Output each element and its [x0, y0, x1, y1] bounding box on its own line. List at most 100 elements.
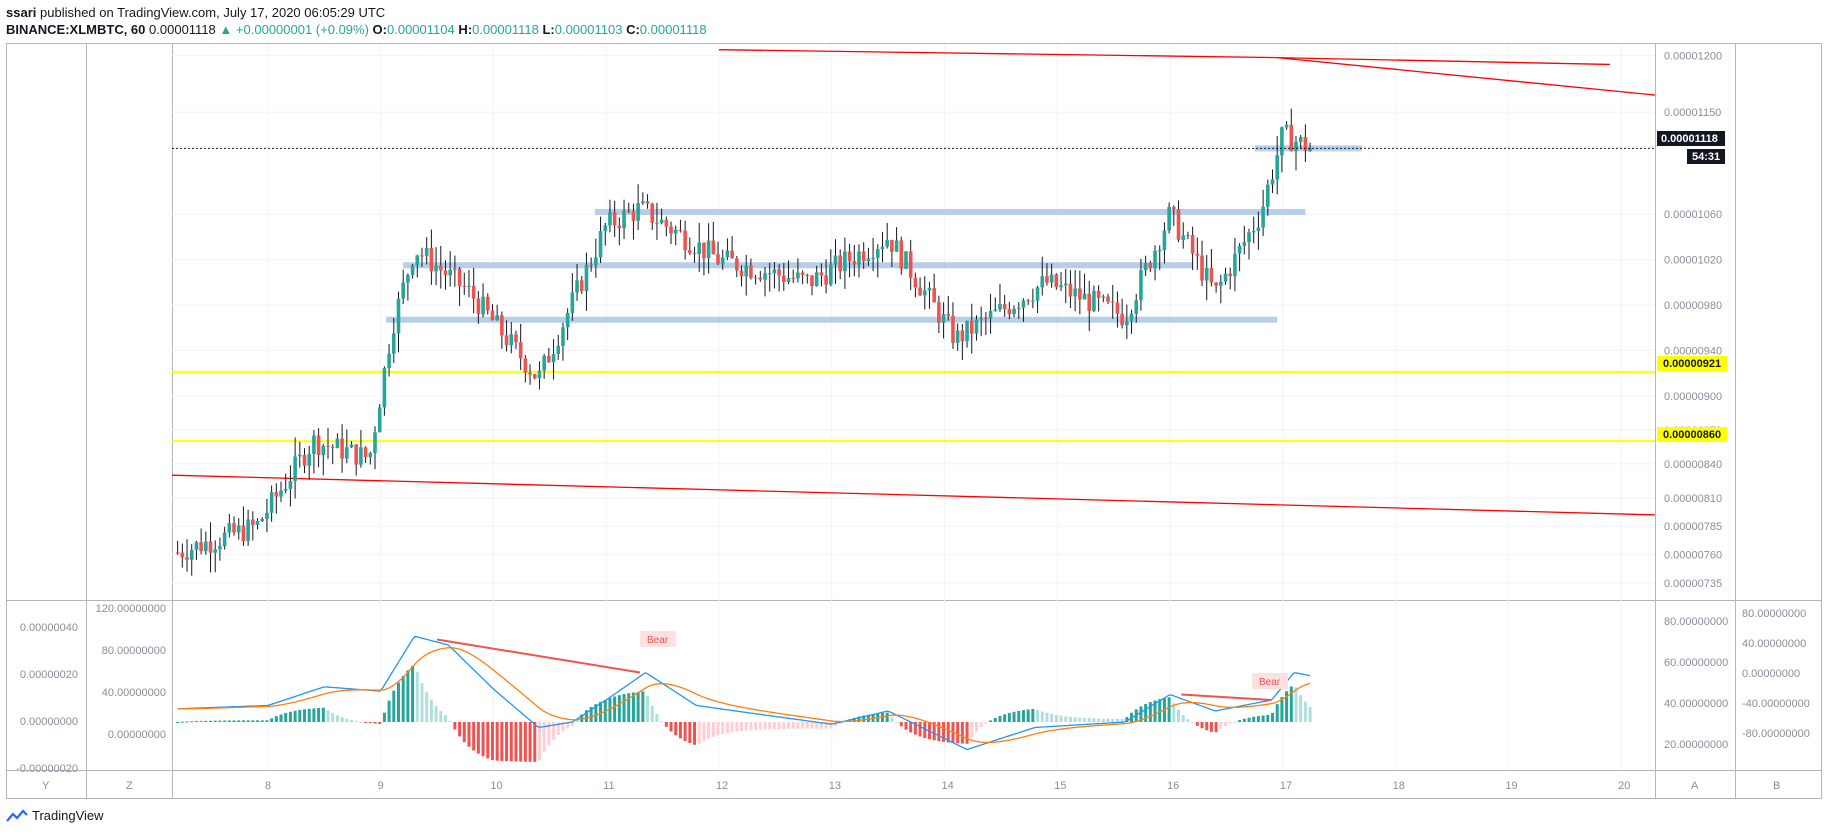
histogram-bar: [1115, 718, 1119, 722]
symbol-legend: BINANCE:XLMBTC, 60 0.00001118 ▲ +0.00000…: [6, 22, 707, 37]
candle-body: [1087, 293, 1092, 312]
candle-body: [1153, 250, 1157, 269]
indicator-tick-label: 20.00000000: [1664, 739, 1728, 751]
time-tick-label: 15: [1054, 780, 1066, 792]
candle-body: [547, 355, 551, 363]
candle-body: [1162, 230, 1167, 251]
candle-body: [922, 290, 927, 296]
candle-body: [387, 353, 391, 369]
candle-body: [669, 226, 673, 234]
candle-body: [641, 201, 645, 204]
histogram-bar: [566, 722, 570, 729]
candle-body: [429, 247, 434, 272]
histogram-bar: [1125, 717, 1129, 722]
candle-body: [626, 210, 631, 212]
candle-body: [965, 320, 969, 342]
candle-body: [697, 242, 702, 255]
histogram-bar: [697, 722, 701, 744]
candle-body: [509, 334, 514, 346]
histogram-bar: [979, 722, 983, 728]
candle-body: [960, 330, 965, 342]
price-tick-label: 0.00000980: [1664, 300, 1722, 312]
candle-body: [1115, 302, 1120, 314]
candle-body: [1148, 262, 1153, 269]
histogram-bar: [406, 670, 410, 722]
histogram-bar: [1120, 718, 1124, 722]
candle-body: [1082, 293, 1087, 300]
candle-body: [575, 280, 579, 293]
histogram-bar: [740, 722, 744, 732]
histogram-bar: [185, 721, 189, 723]
candle-body: [847, 251, 852, 262]
candle-body: [1078, 288, 1082, 300]
histogram-bar: [1299, 695, 1303, 722]
histogram-bar: [956, 722, 960, 744]
histogram-bar: [636, 691, 640, 722]
histogram-bar: [500, 722, 504, 761]
candle-body: [974, 319, 979, 334]
histogram-bar: [204, 720, 208, 722]
candle-body: [918, 287, 922, 296]
time-tick-label: 19: [1505, 780, 1517, 792]
indicator-right-axis: 80.00000000 60.00000000 40.00000000 20.0000…: [1664, 616, 1728, 751]
candle-body: [227, 523, 232, 533]
histogram-bar: [1068, 716, 1072, 722]
candle-body: [283, 488, 288, 491]
candle-body: [1251, 230, 1256, 233]
histogram-bar: [260, 720, 264, 722]
histogram-bar: [913, 722, 917, 735]
histogram-bar: [1054, 714, 1058, 722]
candle-body: [1275, 155, 1280, 180]
price-axis: 0.00001200 0.00001150 0.00001060 0.00001020…: [1664, 50, 1722, 590]
histogram-bar: [1045, 712, 1049, 722]
histogram-bar: [1209, 722, 1213, 732]
histogram-bar: [852, 717, 856, 722]
histogram-bar: [199, 720, 203, 722]
histogram-bar: [655, 714, 659, 722]
time-tick-label: 16: [1167, 780, 1179, 792]
corner-label-a[interactable]: A: [1691, 780, 1699, 792]
corner-label-b[interactable]: B: [1773, 780, 1780, 792]
trendline: [171, 474, 1656, 516]
histogram-bar: [575, 719, 579, 722]
histogram-bar: [1017, 710, 1021, 722]
histogram-bar: [396, 682, 400, 722]
candle-body: [561, 327, 565, 346]
histogram-bar: [890, 717, 894, 722]
histogram-bar: [1224, 722, 1228, 726]
corner-label-y[interactable]: Y: [42, 780, 50, 792]
time-tick-label: 13: [829, 780, 841, 792]
price-tick-label: 0.00000810: [1664, 493, 1722, 505]
candle-body: [937, 302, 941, 323]
candle-body: [1068, 283, 1073, 297]
histogram-bar: [895, 722, 899, 723]
candle-body: [1280, 127, 1284, 156]
histogram-bar: [467, 722, 471, 747]
corner-label-z[interactable]: Z: [126, 780, 133, 792]
candle-body: [377, 407, 382, 433]
histogram-bar: [599, 701, 603, 722]
indicator-far-right-axis: 80.00000000 40.00000000 0.00000000 -40.0000…: [1742, 608, 1810, 740]
indicator-tick-label: -80.00000000: [1742, 728, 1810, 740]
range-boxes: [386, 145, 1362, 323]
histogram-bar: [678, 722, 682, 739]
level-tag-2: 0.00000860: [1663, 429, 1721, 441]
candle-body: [725, 250, 730, 258]
candle-body: [1092, 290, 1096, 312]
histogram-bar: [1200, 722, 1204, 729]
candle-body: [1016, 307, 1021, 309]
histogram-bar: [317, 708, 321, 722]
candlesticks: [175, 108, 1312, 576]
candle-body: [782, 275, 786, 283]
histogram-bar: [293, 710, 297, 722]
histogram-bar: [866, 714, 870, 722]
histogram-bar: [711, 722, 715, 737]
candle-body: [382, 368, 387, 408]
histogram-bar: [519, 722, 523, 762]
candle-body: [758, 277, 763, 280]
candle-body: [490, 310, 495, 321]
histogram-bar: [321, 707, 325, 722]
candle-body: [312, 435, 316, 454]
histogram-bar: [284, 712, 288, 722]
